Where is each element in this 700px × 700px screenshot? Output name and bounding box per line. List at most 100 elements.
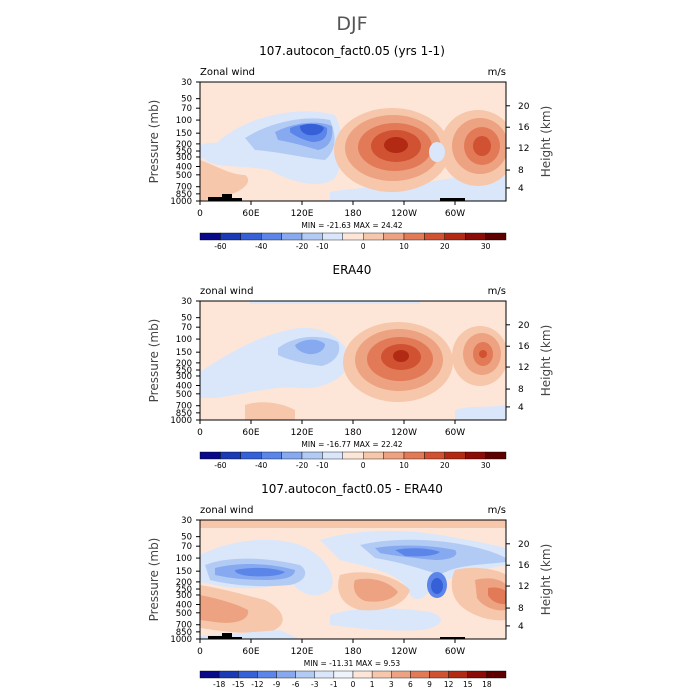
panel-2-height-tick-label: 12	[518, 363, 529, 373]
panel-3-ytick-label: 700	[176, 621, 192, 631]
panel-3-colorbar-swatch	[352, 670, 373, 679]
panel-3-ytick-label: 100	[176, 554, 192, 564]
panel-3-height-tick-label: 20	[518, 540, 530, 550]
panel-1-ytick-label: 200	[176, 140, 192, 150]
panel-1-height-tick-label: 12	[518, 144, 529, 154]
panel-1-colorbar-label: -20	[296, 242, 308, 251]
panel-1-colorbar-label: 0	[361, 242, 366, 251]
panel-2-pos-contour-9	[479, 350, 487, 358]
panel-2-y2label: Height (km)	[539, 325, 553, 396]
panel-1-colorbar-swatch	[199, 232, 221, 241]
panel-2-xtick-label: 120W	[391, 428, 417, 438]
panel-3-colorbar-label: -18	[213, 680, 225, 689]
panel-2-ytick-label: 700	[176, 402, 192, 412]
panel-2-units: m/s	[488, 286, 506, 297]
panel-1-neg-contour-5	[300, 123, 324, 136]
panel-1-colorbar-swatch	[383, 232, 405, 241]
panel-2-ytick-label: 50	[181, 314, 192, 324]
panel-2-colorbar-swatch	[383, 451, 405, 460]
panel-3-colorbar-label: 3	[389, 680, 394, 689]
panel-1-ytick-label: 150	[176, 129, 192, 139]
panel-3-xtick-label: 180	[344, 647, 361, 657]
panel-2-xtick-label: 60E	[242, 428, 259, 438]
panel-3-title: 107.autocon_fact0.05 - ERA40	[261, 482, 443, 496]
panel-1-ytick-label: 1000	[170, 197, 192, 207]
panel-1-neg-contour-6	[200, 142, 235, 160]
panel-3-ytick-label: 500	[176, 609, 192, 619]
panel-2-colorbar-label: -20	[296, 461, 308, 470]
panel-1-colorbar-swatch	[485, 232, 507, 241]
panel-3-colorbar-swatch	[257, 670, 277, 679]
panel-1-stats: MIN = -21.63 MAX = 24.42	[301, 221, 402, 230]
panel-1-colorbar-swatch	[444, 232, 466, 241]
panel-1-colorbar-swatch	[301, 232, 323, 241]
panel-3-ylabel: Pressure (mb)	[147, 538, 161, 622]
panel-3-colorbar-label: -6	[292, 680, 300, 689]
panel-1-ytick-label: 700	[176, 183, 192, 193]
panel-3-colorbar-label: -12	[251, 680, 263, 689]
panel-2-field-label: zonal wind	[200, 286, 253, 297]
panel-2-ytick-label: 70	[181, 323, 192, 333]
panel-3-colorbar-swatch	[218, 670, 239, 679]
panel-3-ytick-label: 200	[176, 578, 192, 588]
panel-3-colorbar-label: -3	[311, 680, 319, 689]
panel-1-colorbar-swatch	[322, 232, 343, 241]
panel-3-colorbar-label: 18	[482, 680, 492, 689]
panel-2-ytick-label: 200	[176, 359, 192, 369]
panel-1-colorbar-label: 30	[481, 242, 491, 251]
panel-1-colorbar-swatch	[403, 232, 425, 241]
panel-3-pos-contour-2	[353, 578, 398, 602]
panel-1-contour-field	[200, 82, 506, 201]
panel-2-ytick-label: 300	[176, 372, 192, 382]
panel-3-xtick-label: 120W	[391, 647, 417, 657]
panel-1-y2label: Height (km)	[539, 106, 553, 177]
panel-3-neg-contour-4	[235, 567, 285, 577]
panel-2-contour-field	[200, 301, 506, 420]
panel-1-colorbar-label: -10	[316, 242, 328, 251]
panel-3-neg-contour-11	[330, 608, 441, 631]
panel-2-neg-contour-3	[295, 339, 325, 355]
panel-2-xtick-label: 0	[197, 428, 203, 438]
panel-3-colorbar-label: 1	[370, 680, 375, 689]
panel-3-colorbar-swatch	[333, 670, 354, 679]
panel-3-ytick-label: 250	[176, 585, 192, 595]
panel-2-colorbar-swatch	[199, 451, 221, 460]
panel-1-colorbar-swatch	[261, 232, 282, 241]
panel-2-colorbar-swatch	[363, 451, 384, 460]
panel-3-ytick-label: 50	[181, 533, 192, 543]
panel-2-colorbar-swatch	[301, 451, 323, 460]
panel-1-ytick-label: 850	[176, 190, 192, 200]
panel-3-xtick-label: 60W	[445, 647, 465, 657]
panel-1-ytick-label: 400	[176, 162, 192, 172]
panel-3-topography	[208, 633, 465, 639]
panel-1-neg-contour-8	[429, 142, 445, 162]
panel-1-colorbar-swatch	[220, 232, 241, 241]
panel-2-colorbar-swatch	[240, 451, 262, 460]
panel-2-title: ERA40	[333, 263, 372, 277]
panel-2-pos-contour-10	[245, 402, 295, 420]
panel-2-stats: MIN = -16.77 MAX = 22.42	[301, 440, 402, 449]
panel-1-ytick-label: 50	[181, 95, 192, 105]
panel-1-colorbar-label: -60	[214, 242, 226, 251]
panel-3-colorbar-swatch	[314, 670, 335, 679]
panel-2-ytick-label: 250	[176, 366, 192, 376]
panel-2-height-tick-label: 4	[518, 403, 524, 413]
panel-1-colorbar-label: 10	[399, 242, 409, 251]
panel-3-colorbar-swatch	[467, 670, 488, 679]
panel-3-colorbar-swatch	[295, 670, 315, 679]
panel-3-colorbar-swatch	[276, 670, 296, 679]
panel-3-pos-contour-5	[488, 587, 506, 605]
panel-3-colorbar-label: 9	[427, 680, 432, 689]
panel-2-xtick-label: 120E	[291, 428, 314, 438]
panel-2-ylabel: Pressure (mb)	[147, 319, 161, 403]
panel-3-ytick-label: 850	[176, 628, 192, 638]
panel-1-xtick-label: 60W	[445, 209, 465, 219]
panel-3-ytick-label: 30	[181, 516, 192, 526]
panel-1-pos-contour-10	[200, 160, 249, 201]
panel-2-height-tick-label: 8	[518, 385, 524, 395]
panel-1-colorbar-swatch	[281, 232, 303, 241]
panel-2-colorbar-swatch	[281, 451, 303, 460]
panel-2-colorbar-swatch	[465, 451, 486, 460]
panel-3-height-tick-label: 16	[518, 561, 530, 571]
